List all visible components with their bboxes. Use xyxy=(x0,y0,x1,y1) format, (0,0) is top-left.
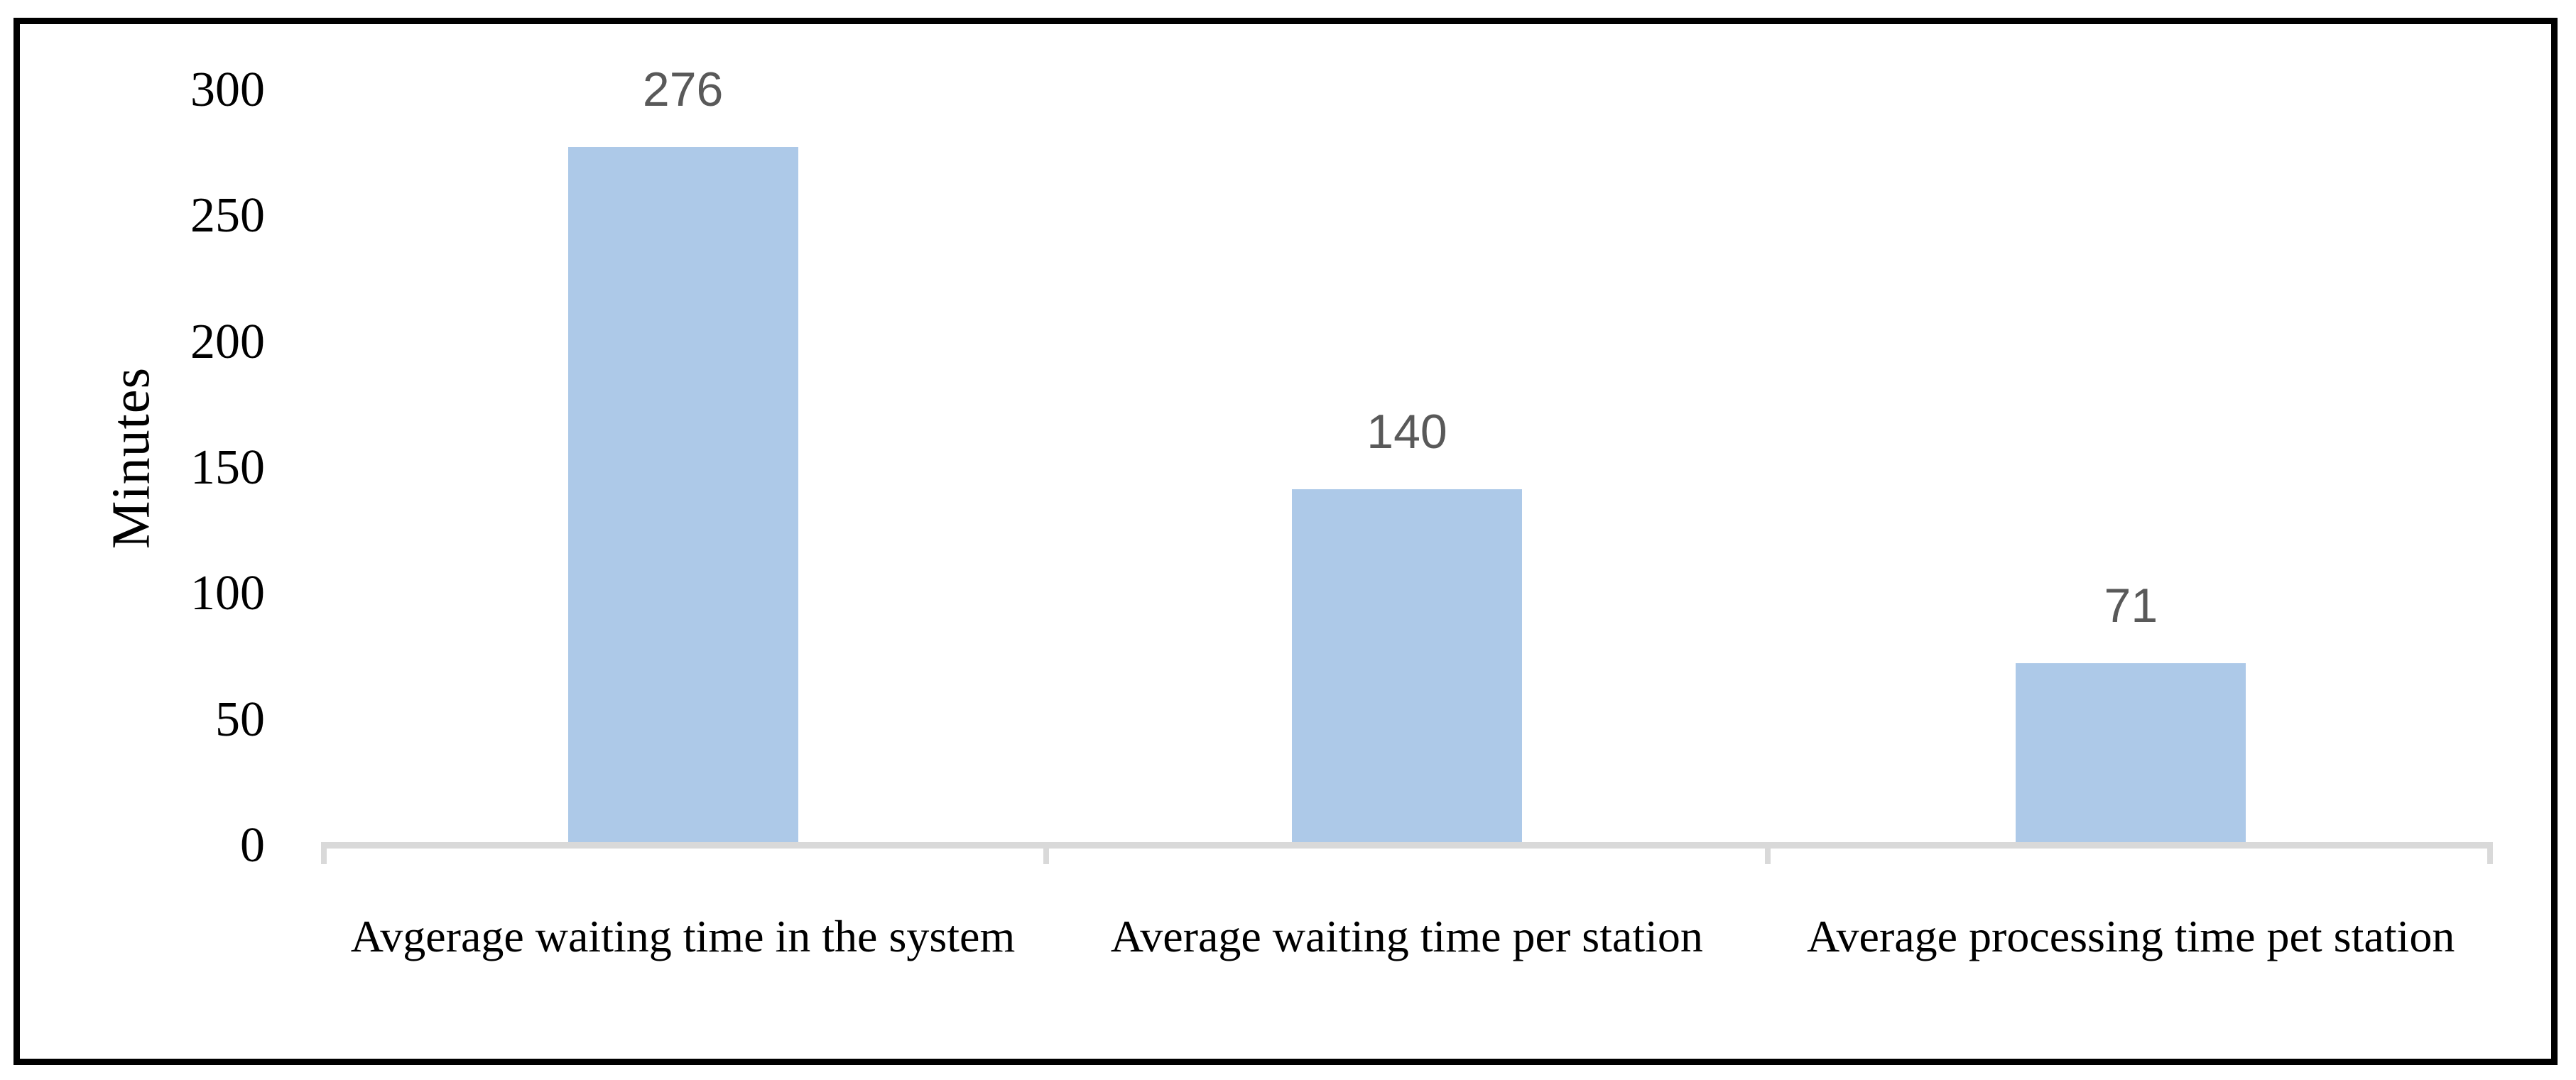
bar-value-label: 71 xyxy=(2104,579,2158,633)
y-tick-label: 200 xyxy=(190,314,265,369)
x-tick-mark xyxy=(321,842,327,864)
x-tick-mark xyxy=(1043,842,1049,864)
y-tick-label: 0 xyxy=(240,818,265,873)
category-label: Avgerage waiting time in the system xyxy=(350,911,1016,961)
chart-border xyxy=(13,18,2558,1065)
bar-value-label: 276 xyxy=(642,62,724,117)
y-tick-label: 300 xyxy=(190,62,265,117)
x-axis-line xyxy=(321,842,2493,849)
bar xyxy=(2016,663,2246,842)
category-label: Average processing time pet station xyxy=(1807,911,2455,961)
category-label: Average waiting time per station xyxy=(1110,911,1703,961)
y-tick-label: 100 xyxy=(190,566,265,621)
bar xyxy=(1292,489,1522,842)
bar-value-label: 140 xyxy=(1366,405,1447,459)
y-tick-label: 150 xyxy=(190,440,265,495)
x-tick-mark xyxy=(1765,842,1771,864)
y-tick-label: 250 xyxy=(190,188,265,244)
x-tick-mark xyxy=(2487,842,2493,864)
bar xyxy=(567,147,798,842)
y-tick-label: 50 xyxy=(215,692,265,747)
